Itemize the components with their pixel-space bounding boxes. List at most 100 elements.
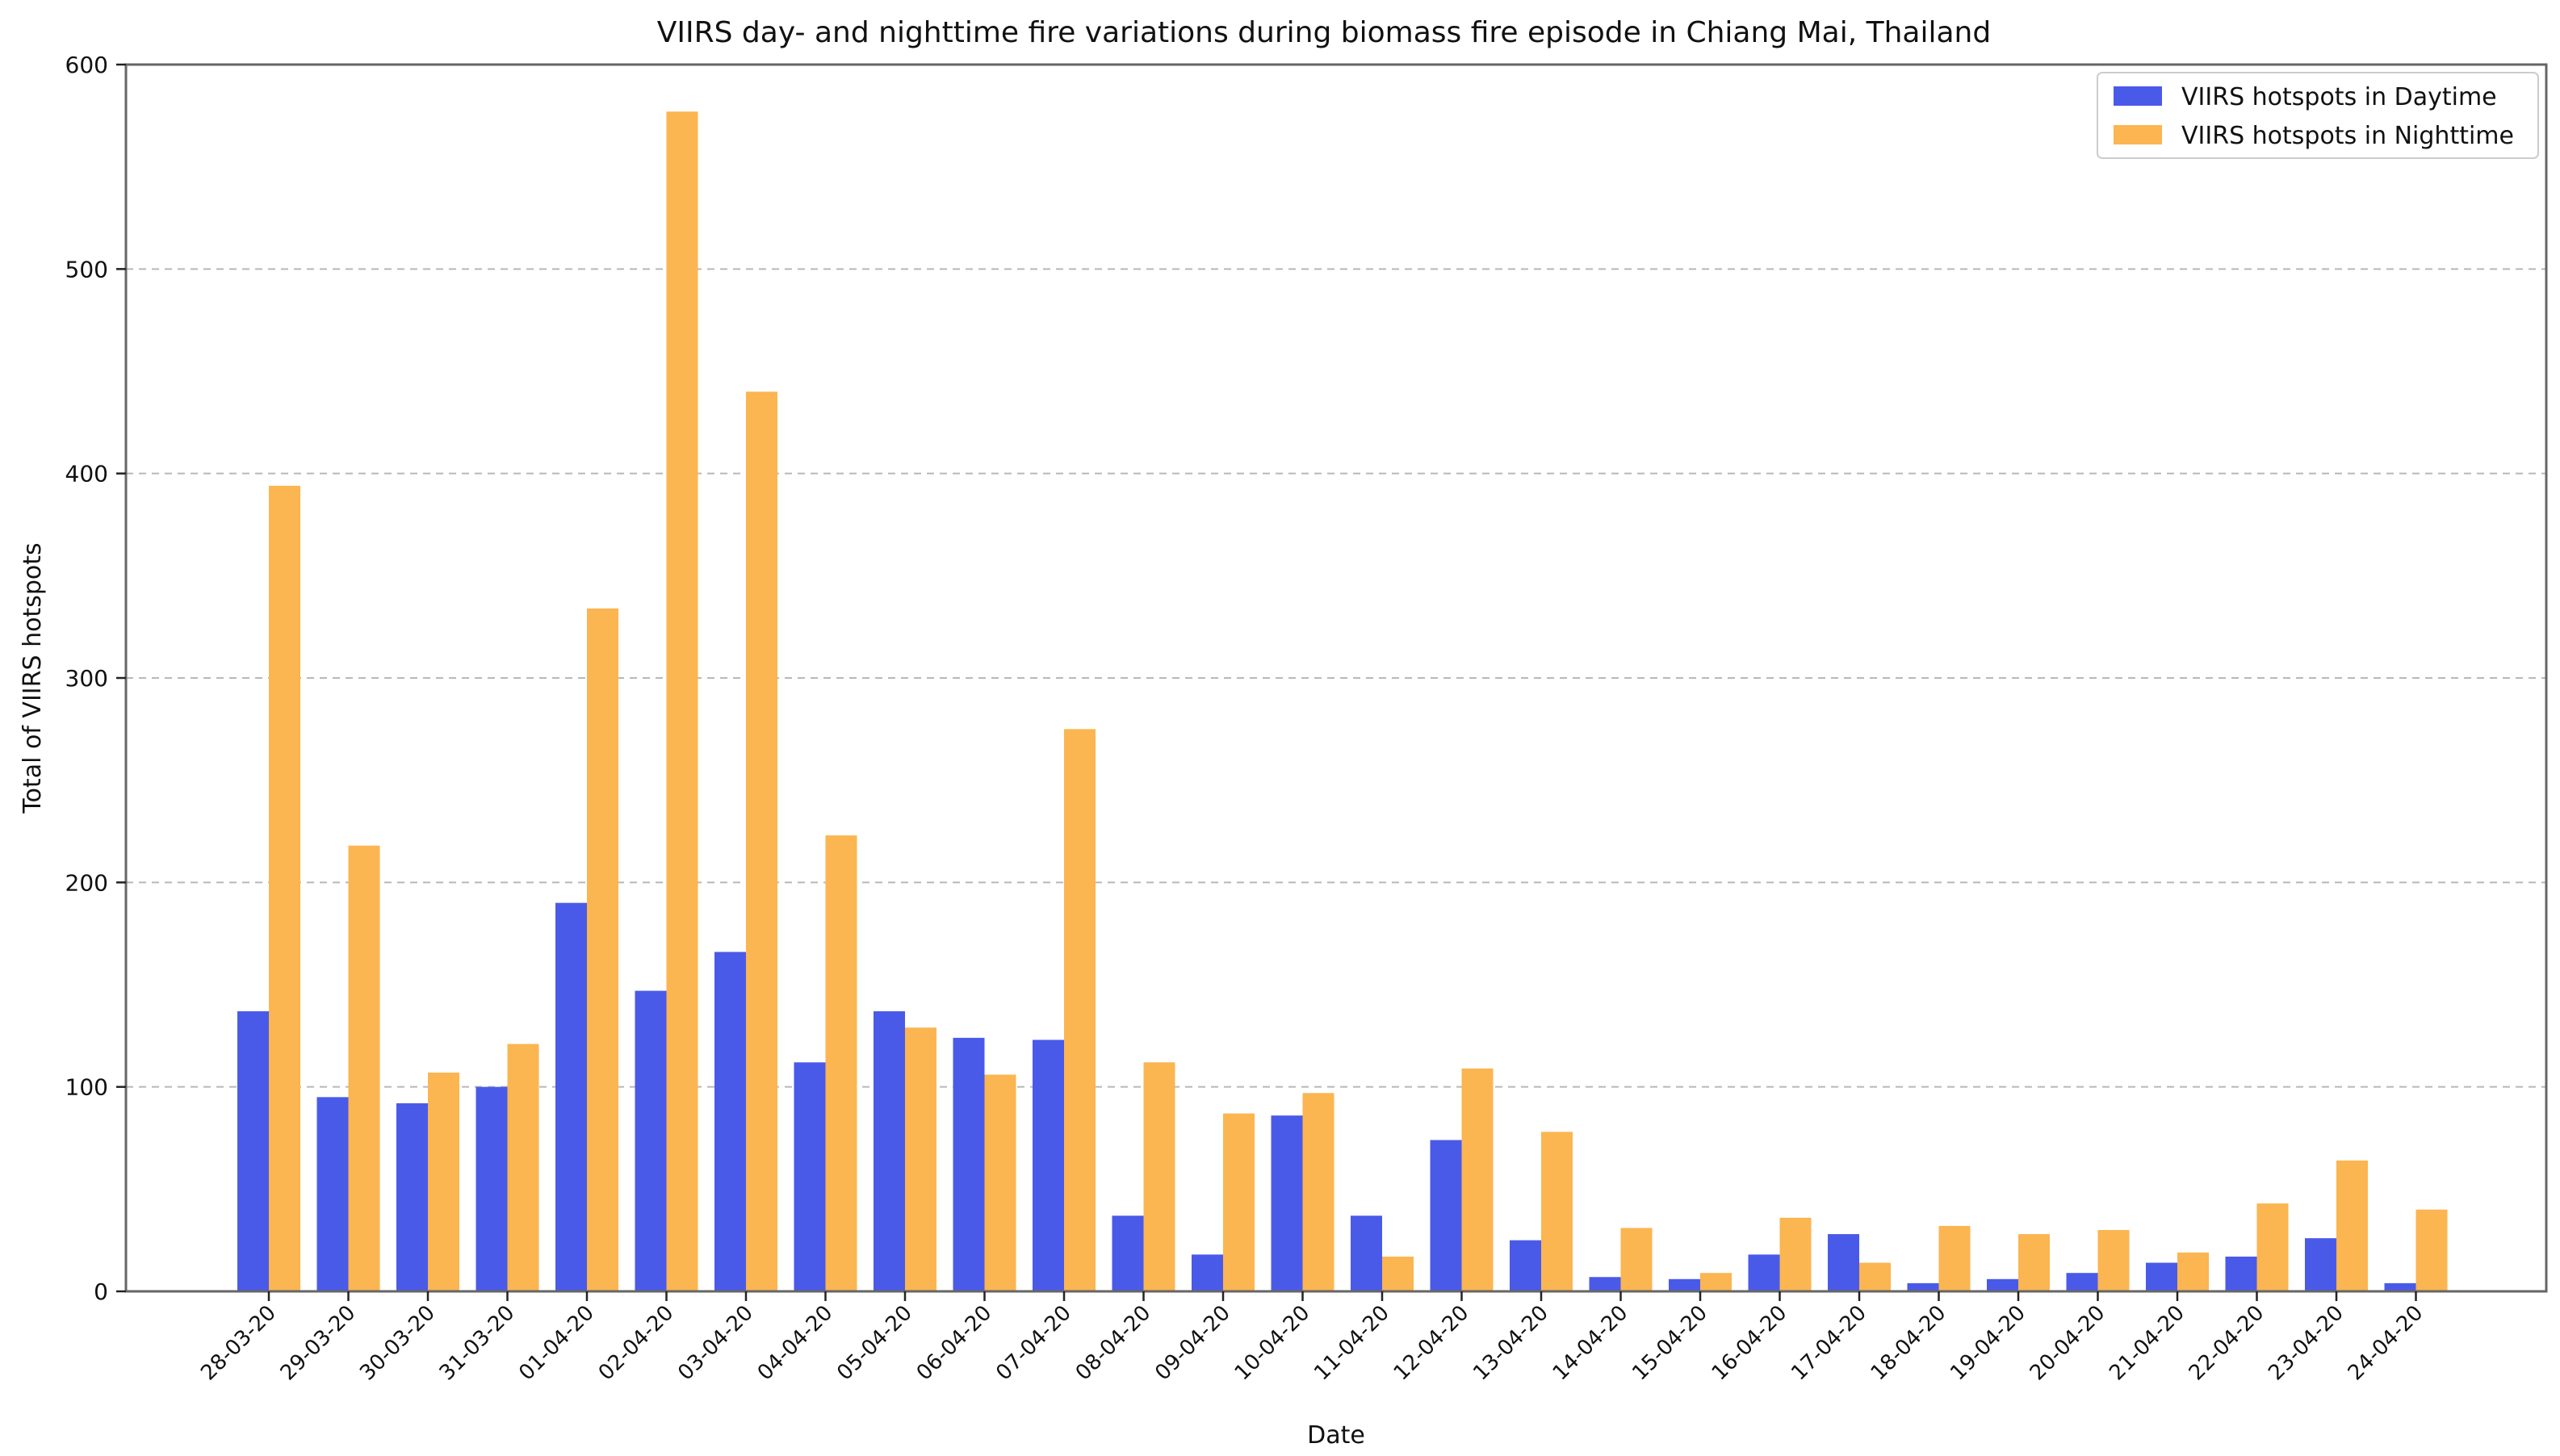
grid-lines: [126, 268, 2546, 1088]
bar-daytime-11-04-20: [1351, 1215, 1382, 1291]
bar-daytime-08-04-20: [1112, 1215, 1144, 1291]
bar-nighttime-21-04-20: [2177, 1252, 2209, 1291]
x-tick-label-19-04-20: 19-04-20: [1946, 1301, 2030, 1386]
bar-daytime-09-04-20: [1192, 1254, 1223, 1291]
x-tick-label-03-04-20: 03-04-20: [673, 1301, 758, 1386]
x-tick-label-20-04-20: 20-04-20: [2026, 1301, 2110, 1386]
bar-daytime-30-03-20: [396, 1102, 428, 1291]
bar-daytime-04-04-20: [794, 1062, 826, 1291]
legend-swatch-daytime: [2114, 86, 2162, 106]
bar-nighttime-07-04-20: [1064, 729, 1096, 1291]
bar-daytime-10-04-20: [1271, 1115, 1303, 1291]
bar-nighttime-31-03-20: [507, 1044, 539, 1291]
bar-daytime-06-04-20: [953, 1037, 985, 1291]
bar-nighttime-08-04-20: [1143, 1062, 1175, 1291]
y-tick-label-600: 600: [65, 52, 108, 78]
x-tick-label-17-04-20: 17-04-20: [1787, 1301, 1871, 1386]
bar-nighttime-22-04-20: [2256, 1203, 2289, 1291]
bar-daytime-03-04-20: [714, 952, 746, 1291]
bar-nighttime-13-04-20: [1541, 1132, 1573, 1291]
legend-label-daytime: VIIRS hotspots in Daytime: [2181, 83, 2497, 111]
x-tick-label-30-03-20: 30-03-20: [355, 1301, 440, 1386]
bar-daytime-05-04-20: [874, 1010, 905, 1291]
bar-daytime-28-03-20: [237, 1010, 269, 1291]
x-tick-label-14-04-20: 14-04-20: [1548, 1301, 1633, 1386]
bar-nighttime-30-03-20: [428, 1072, 459, 1291]
bar-nighttime-18-04-20: [1938, 1225, 1971, 1291]
legend-label-nighttime: VIIRS hotspots in Nighttime: [2181, 122, 2514, 150]
x-tick-label-22-04-20: 22-04-20: [2185, 1301, 2269, 1386]
x-axis-ticks: 28-03-2029-03-2030-03-2031-03-2001-04-20…: [196, 1291, 2428, 1385]
x-tick-label-12-04-20: 12-04-20: [1389, 1301, 1474, 1386]
bar-daytime-23-04-20: [2305, 1238, 2336, 1291]
bar-daytime-17-04-20: [1828, 1234, 1859, 1291]
y-tick-label-500: 500: [65, 256, 108, 282]
x-tick-label-28-03-20: 28-03-20: [196, 1301, 281, 1386]
bar-daytime-02-04-20: [635, 990, 667, 1291]
y-tick-label-300: 300: [65, 665, 108, 692]
x-tick-label-18-04-20: 18-04-20: [1867, 1301, 1951, 1386]
bar-nighttime-11-04-20: [1382, 1256, 1414, 1291]
bar-daytime-31-03-20: [476, 1086, 508, 1291]
bar-daytime-20-04-20: [2066, 1273, 2098, 1291]
x-tick-label-02-04-20: 02-04-20: [594, 1301, 679, 1386]
bar-nighttime-01-04-20: [587, 608, 618, 1291]
bar-nighttime-09-04-20: [1223, 1113, 1255, 1291]
y-tick-label-0: 0: [94, 1278, 108, 1305]
bar-nighttime-14-04-20: [1620, 1228, 1653, 1291]
legend: VIIRS hotspots in Daytime VIIRS hotspots…: [2097, 72, 2539, 159]
x-tick-label-06-04-20: 06-04-20: [912, 1301, 997, 1386]
bar-nighttime-04-04-20: [825, 835, 857, 1291]
x-tick-label-01-04-20: 01-04-20: [514, 1301, 599, 1386]
legend-swatch-nighttime: [2114, 125, 2162, 144]
x-tick-label-09-04-20: 09-04-20: [1150, 1301, 1235, 1386]
bar-daytime-16-04-20: [1748, 1254, 1780, 1291]
chart-title: VIIRS day- and nighttime fire variations…: [657, 16, 1991, 49]
bar-nighttime-19-04-20: [2018, 1234, 2050, 1291]
x-tick-label-11-04-20: 11-04-20: [1309, 1301, 1394, 1386]
x-tick-label-07-04-20: 07-04-20: [991, 1301, 1076, 1386]
x-tick-label-24-04-20: 24-04-20: [2344, 1301, 2428, 1386]
bar-daytime-01-04-20: [555, 902, 587, 1291]
bar-daytime-22-04-20: [2225, 1256, 2257, 1291]
bar-daytime-19-04-20: [1987, 1278, 2018, 1291]
y-tick-label-100: 100: [65, 1074, 108, 1101]
bar-nighttime-16-04-20: [1779, 1217, 1812, 1291]
bar-daytime-07-04-20: [1033, 1040, 1064, 1291]
x-tick-label-13-04-20: 13-04-20: [1469, 1301, 1553, 1386]
bar-nighttime-02-04-20: [666, 111, 698, 1292]
x-tick-label-16-04-20: 16-04-20: [1707, 1301, 1792, 1386]
bar-nighttime-28-03-20: [269, 485, 300, 1291]
x-tick-label-29-03-20: 29-03-20: [276, 1301, 361, 1386]
bar-group: [237, 111, 2448, 1292]
bar-nighttime-10-04-20: [1302, 1093, 1334, 1291]
bar-nighttime-12-04-20: [1461, 1068, 1494, 1291]
bar-nighttime-15-04-20: [1700, 1273, 1732, 1291]
bar-daytime-14-04-20: [1589, 1277, 1621, 1291]
bar-nighttime-24-04-20: [2415, 1209, 2448, 1291]
x-tick-label-04-04-20: 04-04-20: [753, 1301, 838, 1386]
bar-daytime-21-04-20: [2146, 1262, 2177, 1291]
bar-nighttime-06-04-20: [984, 1074, 1016, 1291]
bar-daytime-13-04-20: [1510, 1240, 1541, 1291]
x-axis-label: Date: [1307, 1421, 1365, 1450]
bar-daytime-12-04-20: [1430, 1140, 1462, 1291]
y-tick-label-200: 200: [65, 869, 108, 896]
bar-nighttime-17-04-20: [1859, 1262, 1891, 1291]
x-tick-label-23-04-20: 23-04-20: [2264, 1301, 2348, 1386]
bar-nighttime-03-04-20: [746, 391, 777, 1291]
bar-daytime-18-04-20: [1907, 1282, 1939, 1291]
bar-daytime-15-04-20: [1669, 1278, 1700, 1291]
x-tick-label-08-04-20: 08-04-20: [1071, 1301, 1156, 1386]
legend-frame: [2097, 72, 2539, 159]
y-tick-label-400: 400: [65, 461, 108, 487]
x-tick-label-10-04-20: 10-04-20: [1230, 1301, 1315, 1386]
bar-nighttime-29-03-20: [348, 845, 380, 1291]
x-tick-label-05-04-20: 05-04-20: [832, 1301, 917, 1386]
x-tick-label-15-04-20: 15-04-20: [1628, 1301, 1712, 1386]
x-tick-label-21-04-20: 21-04-20: [2105, 1301, 2189, 1386]
y-axis-ticks: 0 100 200 300 400 500 600: [65, 52, 126, 1305]
bar-daytime-29-03-20: [316, 1097, 349, 1291]
y-axis-label: Total of VIIRS hotspots: [19, 542, 47, 814]
